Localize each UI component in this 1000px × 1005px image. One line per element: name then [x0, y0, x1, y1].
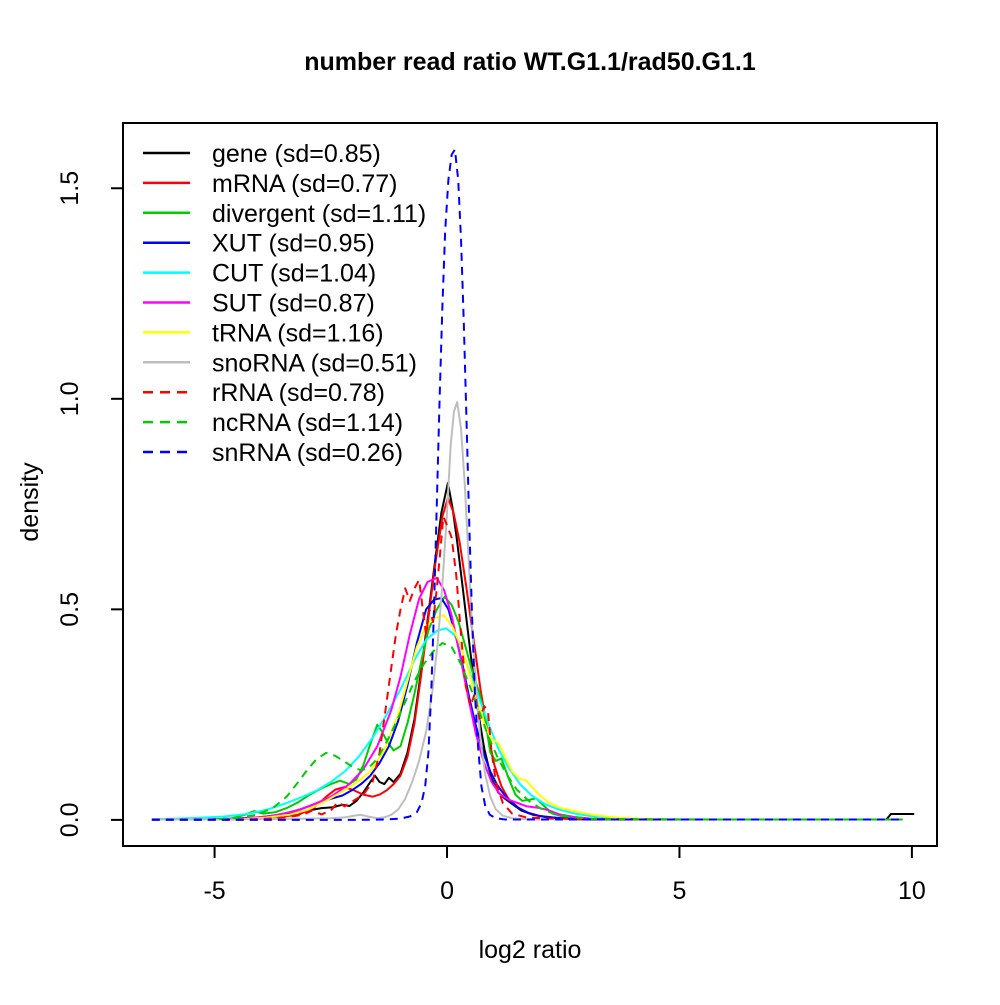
y-axis-label: density [16, 462, 44, 542]
chart-title: number read ratio WT.G1.1/rad50.G1.1 [304, 48, 756, 76]
curve-divergent [228, 595, 610, 821]
x-tick-label: -5 [203, 877, 225, 905]
legend-label: snRNA (sd=0.26) [212, 439, 403, 467]
curve-CUT [151, 627, 647, 821]
legend-label: ncRNA (sd=1.14) [212, 409, 403, 437]
legend-label: SUT (sd=0.87) [212, 290, 375, 318]
legend-label: tRNA (sd=1.16) [212, 319, 384, 347]
x-axis-ticks: -5 0 5 10 [203, 846, 926, 905]
legend-item-snRNA: snRNA (sd=0.26) [143, 439, 403, 467]
legend-label: mRNA (sd=0.77) [212, 170, 398, 198]
x-tick-label: 0 [440, 877, 454, 905]
legend-label: CUT (sd=1.04) [212, 260, 376, 288]
legend-item-XUT: XUT (sd=0.95) [143, 230, 375, 258]
y-axis-ticks: 0.0 0.5 1.0 1.5 [56, 171, 123, 837]
legend: gene (sd=0.85)mRNA (sd=0.77)divergent (s… [143, 140, 426, 467]
plot-box [122, 122, 938, 847]
legend-item-gene: gene (sd=0.85) [143, 140, 381, 168]
legend-item-rRNA: rRNA (sd=0.78) [143, 379, 385, 407]
y-tick-label: 1.5 [56, 171, 84, 206]
legend-item-mRNA: mRNA (sd=0.77) [143, 170, 398, 198]
curve-gene [205, 482, 915, 821]
legend-label: XUT (sd=0.95) [212, 230, 375, 258]
legend-label: divergent (sd=1.11) [212, 200, 426, 228]
y-tick-label: 0.5 [56, 592, 84, 627]
legend-label: gene (sd=0.85) [212, 140, 381, 168]
y-tick-label: 1.0 [56, 381, 84, 416]
legend-label: rRNA (sd=0.78) [212, 379, 385, 407]
legend-item-SUT: SUT (sd=0.87) [143, 290, 375, 318]
legend-item-tRNA: tRNA (sd=1.16) [143, 319, 384, 347]
curve-snRNA [151, 148, 905, 821]
legend-item-divergent: divergent (sd=1.11) [143, 200, 426, 228]
curve-rRNA [151, 515, 903, 821]
curve-snoRNA [154, 401, 541, 821]
curve-ncRNA [219, 642, 903, 821]
density-curves [151, 148, 915, 821]
curve-SUT [219, 576, 615, 821]
legend-item-snoRNA: snoRNA (sd=0.51) [143, 349, 417, 377]
curve-XUT [233, 597, 599, 821]
legend-item-CUT: CUT (sd=1.04) [143, 260, 376, 288]
legend-label: snoRNA (sd=0.51) [212, 349, 417, 377]
x-tick-label: 10 [898, 877, 926, 905]
x-axis-label: log2 ratio [479, 936, 582, 964]
x-tick-label: 5 [673, 877, 687, 905]
y-tick-label: 0.0 [56, 803, 84, 838]
legend-item-ncRNA: ncRNA (sd=1.14) [143, 409, 403, 437]
